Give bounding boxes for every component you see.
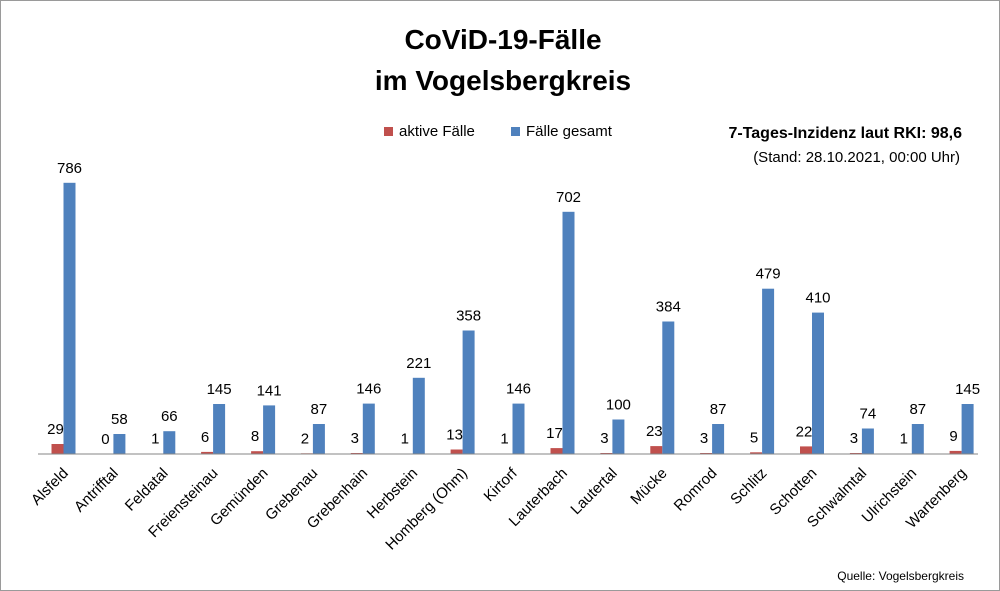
bar-total-3 bbox=[213, 404, 226, 454]
bar-total-15 bbox=[812, 312, 824, 454]
value-label-active-12: 23 bbox=[646, 423, 663, 440]
value-label-total-7: 221 bbox=[406, 355, 431, 372]
value-label-active-8: 13 bbox=[446, 427, 463, 444]
category-label-11: Lautertal bbox=[567, 465, 620, 518]
legend-swatch-total bbox=[511, 127, 520, 136]
value-label-active-2: 1 bbox=[151, 431, 159, 448]
value-label-active-7: 1 bbox=[401, 431, 409, 448]
bar-total-8 bbox=[462, 330, 475, 454]
legend-swatch-active bbox=[384, 127, 393, 136]
category-label-12: Mücke bbox=[627, 465, 670, 508]
value-label-total-6: 146 bbox=[356, 381, 381, 398]
bar-total-13 bbox=[712, 424, 725, 454]
legend-label-active: aktive Fälle bbox=[399, 123, 475, 140]
bar-total-5 bbox=[312, 424, 325, 454]
value-label-total-15: 410 bbox=[805, 290, 830, 307]
chart-title-line-2: im Vogelsbergkreis bbox=[375, 65, 631, 96]
bar-total-14 bbox=[762, 288, 775, 454]
chart-title-line-1: CoViD-19-Fälle bbox=[404, 24, 601, 55]
value-label-active-16: 3 bbox=[850, 430, 858, 447]
incidence-value: 98,6 bbox=[931, 125, 962, 142]
bar-active-3 bbox=[201, 451, 214, 454]
value-label-active-15: 22 bbox=[796, 423, 813, 440]
value-label-total-14: 479 bbox=[756, 266, 781, 283]
value-label-active-18: 9 bbox=[949, 428, 957, 445]
value-label-active-5: 2 bbox=[301, 430, 309, 447]
category-label-14: Schlitz bbox=[727, 465, 770, 508]
value-label-active-3: 6 bbox=[201, 429, 209, 446]
value-label-total-4: 141 bbox=[257, 382, 282, 399]
value-label-total-2: 66 bbox=[161, 408, 178, 425]
category-labels-group: Alsfeld Antrifftal FeldatalFreiensteinauGe… bbox=[28, 464, 970, 553]
bar-active-14 bbox=[750, 452, 763, 454]
bar-total-0 bbox=[63, 182, 76, 455]
bar-total-18 bbox=[961, 404, 974, 454]
bar-active-18 bbox=[949, 450, 962, 454]
value-label-total-9: 146 bbox=[506, 381, 531, 398]
bar-active-12 bbox=[650, 446, 663, 454]
bar-active-10 bbox=[550, 448, 563, 454]
value-label-active-10: 17 bbox=[546, 425, 563, 442]
value-labels-group: 2978605816661458141287314612211335811461… bbox=[47, 160, 980, 448]
bar-total-2 bbox=[163, 431, 176, 454]
value-label-total-16: 74 bbox=[860, 406, 877, 423]
value-label-total-5: 87 bbox=[311, 401, 328, 418]
bar-total-16 bbox=[861, 428, 874, 454]
value-label-total-1: 58 bbox=[111, 411, 128, 428]
bar-active-15 bbox=[800, 446, 812, 454]
value-label-total-0: 786 bbox=[57, 160, 82, 177]
value-label-total-17: 87 bbox=[909, 401, 926, 418]
bar-total-11 bbox=[612, 419, 625, 454]
value-label-active-0: 29 bbox=[47, 421, 64, 438]
value-label-active-14: 5 bbox=[750, 429, 758, 446]
value-label-active-6: 3 bbox=[351, 430, 359, 447]
stand-note: (Stand: 28.10.2021, 00:00 Uhr) bbox=[753, 149, 960, 166]
incidence-note: 7-Tages-Inzidenz laut RKI: 98,6 bbox=[728, 125, 962, 142]
category-label-1: Antrifftal bbox=[71, 465, 122, 516]
source-note: Quelle: Vogelsbergkreis bbox=[837, 569, 964, 583]
bar-active-0 bbox=[51, 444, 64, 454]
value-label-active-9: 1 bbox=[500, 431, 508, 448]
value-label-active-11: 3 bbox=[600, 430, 608, 447]
category-label-13: Romrod bbox=[671, 465, 721, 515]
value-label-total-11: 100 bbox=[606, 397, 631, 414]
value-label-total-8: 358 bbox=[456, 308, 481, 325]
category-label-0: Alsfeld bbox=[28, 465, 72, 509]
bar-active-4 bbox=[251, 451, 264, 454]
category-label-2: Feldatal bbox=[122, 465, 172, 515]
value-label-active-17: 1 bbox=[900, 431, 908, 448]
bar-total-12 bbox=[662, 321, 675, 454]
bar-total-4 bbox=[263, 405, 276, 454]
incidence-label: 7-Tages-Inzidenz laut RKI: bbox=[728, 125, 930, 142]
value-label-total-12: 384 bbox=[656, 299, 681, 316]
value-label-total-3: 145 bbox=[207, 381, 232, 398]
value-label-total-10: 702 bbox=[556, 189, 581, 206]
bar-total-17 bbox=[911, 424, 924, 454]
value-label-total-18: 145 bbox=[955, 381, 980, 398]
bar-total-1 bbox=[113, 434, 126, 454]
legend-label-total: Fälle gesamt bbox=[526, 123, 613, 140]
bar-active-8 bbox=[450, 449, 463, 454]
value-label-active-1: 0 bbox=[101, 431, 109, 448]
bar-total-10 bbox=[562, 211, 575, 454]
value-label-total-13: 87 bbox=[710, 401, 727, 418]
bar-total-7 bbox=[412, 377, 425, 454]
bars-group bbox=[51, 182, 974, 455]
bar-total-9 bbox=[512, 403, 525, 454]
legend: aktive Fälle Fälle gesamt bbox=[384, 123, 613, 140]
value-label-active-13: 3 bbox=[700, 430, 708, 447]
value-label-active-4: 8 bbox=[251, 428, 259, 445]
bar-total-6 bbox=[362, 403, 375, 454]
category-label-9: Kirtorf bbox=[481, 464, 522, 505]
